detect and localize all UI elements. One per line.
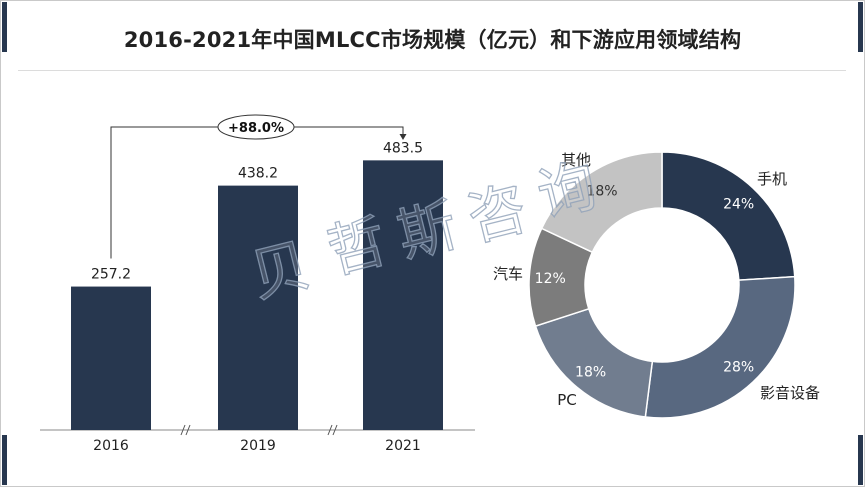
donut-slice-label: 手机: [757, 170, 787, 188]
donut-slice-label: 汽车: [493, 265, 523, 283]
x-tick-label: 2019: [240, 438, 276, 454]
axis-break-mark: [180, 424, 191, 436]
donut-slice-label: 影音设备: [760, 384, 820, 402]
bar-2021: [363, 160, 443, 430]
axis-break-stroke: [332, 424, 338, 436]
watermark-glyph: 询: [531, 151, 604, 231]
axis-break-stroke: [185, 424, 191, 436]
donut-slice-label: PC: [557, 391, 577, 409]
x-tick-label: 2016: [93, 438, 129, 454]
growth-arrowhead: [399, 134, 407, 140]
corner-mark-tl: [2, 2, 7, 52]
donut-slice-2: [534, 307, 654, 418]
chart-title: 2016-2021年中国MLCC市场规模（亿元）和下游应用领域结构: [123, 28, 742, 52]
bar-chart: 257.2 2016 438.2 2019 483.5 2021 +88.0%: [40, 114, 475, 454]
donut-slice-value: 18%: [586, 183, 617, 199]
axis-break-stroke: [327, 424, 333, 436]
bar-value-label: 257.2: [91, 267, 131, 283]
bar-2016: [71, 286, 151, 430]
bar-2019: [218, 185, 298, 430]
axis-break-mark: [327, 424, 338, 436]
donut-slice-value: 24%: [723, 196, 754, 212]
donut-slice-value: 18%: [575, 364, 606, 380]
corner-mark-br: [858, 435, 863, 485]
growth-label: +88.0%: [228, 121, 284, 136]
corner-mark-tr: [858, 2, 863, 52]
corner-mark-bl: [2, 435, 7, 485]
axis-break-stroke: [180, 424, 186, 436]
donut-slice-value: 28%: [723, 360, 754, 376]
donut-slice-0: [661, 151, 796, 281]
x-tick-label: 2021: [385, 438, 421, 454]
donut-slice-value: 12%: [535, 271, 566, 287]
donut-slice-1: [644, 275, 796, 419]
title-divider: [18, 70, 846, 71]
donut-slice-4: [540, 151, 663, 254]
watermark-glyph: 咨: [461, 174, 534, 254]
donut-chart: 24%手机 28% 影音设备 18% PC 12% 汽车 18% 其他: [493, 151, 820, 419]
bar-value-label: 483.5: [383, 140, 423, 156]
bar-value-label: 438.2: [238, 166, 278, 182]
donut-slice-label: 其他: [561, 151, 591, 169]
growth-badge: [217, 114, 295, 140]
